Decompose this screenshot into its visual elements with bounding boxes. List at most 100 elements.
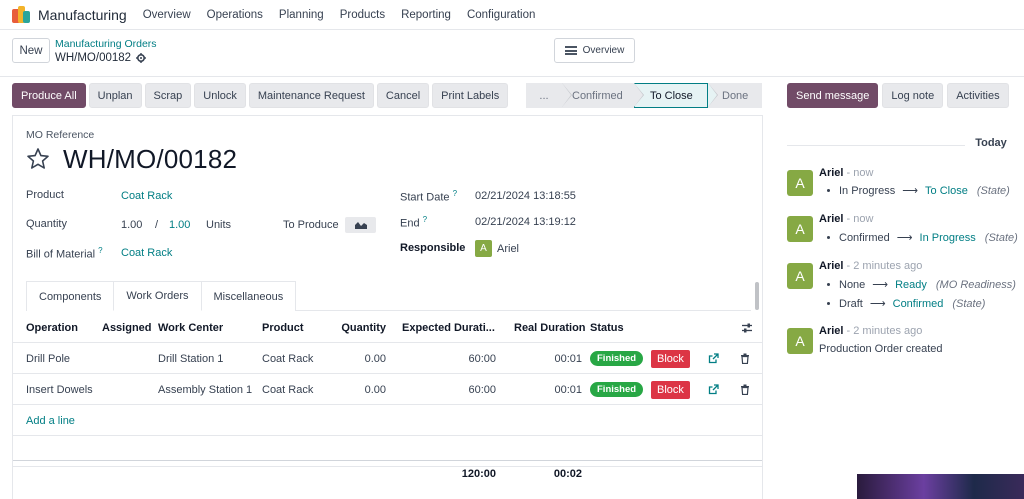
column-assigned[interactable]: Assigned [102, 321, 152, 334]
arrow-right-icon: ⟶ [872, 279, 889, 291]
table-row[interactable]: Insert Dowels Assembly Station 1 Coat Ra… [13, 374, 762, 405]
column-operation[interactable]: Operation [26, 321, 78, 334]
cell-expected-duration[interactable]: 60:00 [468, 352, 496, 365]
message-author: Ariel - 2 minutes ago [819, 325, 922, 337]
help-icon[interactable]: ? [98, 246, 103, 255]
manufacturing-app-icon[interactable] [12, 5, 30, 24]
overview-button[interactable]: Overview [554, 38, 635, 63]
cell-product[interactable]: Coat Rack [262, 352, 314, 365]
column-product[interactable]: Product [262, 321, 304, 334]
external-link-icon [708, 384, 719, 395]
gear-icon[interactable] [136, 53, 147, 63]
chatter-actions: Send message Log note Activities [787, 83, 1009, 108]
cell-work-center[interactable]: Drill Station 1 [158, 352, 224, 365]
quantity-label: Quantity [26, 218, 67, 230]
open-external-icon[interactable] [708, 374, 719, 405]
maintenance-request-button[interactable]: Maintenance Request [248, 83, 374, 108]
menu-overview[interactable]: Overview [142, 8, 191, 21]
cell-real-duration[interactable]: 00:01 [554, 383, 582, 396]
column-settings-icon[interactable] [741, 312, 753, 343]
tabs-divider [313, 310, 751, 311]
table-footer-divider [13, 460, 762, 461]
status-confirmed[interactable]: Confirmed [562, 83, 644, 108]
cell-quantity[interactable]: 0.00 [364, 352, 386, 365]
cell-quantity[interactable]: 0.00 [364, 383, 386, 396]
avatar[interactable]: A [787, 263, 813, 289]
column-real-duration[interactable]: Real Duration [514, 321, 586, 334]
quantity-total[interactable]: 1.00 [169, 219, 191, 231]
open-external-icon[interactable] [708, 343, 719, 374]
new-button[interactable]: New [12, 38, 50, 63]
scrollbar[interactable] [755, 282, 759, 310]
author-name[interactable]: Ariel [819, 260, 844, 272]
menu-planning[interactable]: Planning [278, 8, 324, 21]
tracking-value: Draft ⟶ Confirmed (State) [827, 297, 985, 310]
table-row[interactable]: Drill Pole Drill Station 1 Coat Rack 0.0… [13, 343, 762, 374]
cell-operation[interactable]: Insert Dowels [26, 383, 93, 396]
message-time: - 2 minutes ago [846, 325, 923, 337]
column-work-center[interactable]: Work Center [158, 321, 224, 334]
cell-real-duration[interactable]: 00:01 [554, 352, 582, 365]
menu-operations[interactable]: Operations [206, 8, 263, 21]
status-more[interactable]: ... [526, 83, 572, 108]
bom-label: Bill of Material ? [26, 246, 103, 261]
cell-product[interactable]: Coat Rack [262, 383, 314, 396]
forecast-chart-button[interactable] [345, 217, 376, 233]
activities-button[interactable]: Activities [947, 83, 1009, 108]
end-date-value[interactable]: 02/21/2024 13:19:12 [475, 216, 576, 228]
menu-reporting[interactable]: Reporting [401, 8, 451, 21]
app-name[interactable]: Manufacturing [38, 6, 127, 23]
tab-work-orders[interactable]: Work Orders [113, 281, 202, 311]
bom-label-text: Bill of Material [26, 248, 96, 261]
delete-row[interactable] [740, 343, 750, 374]
mo-name: WH/MO/00182 [63, 144, 238, 174]
avatar[interactable]: A [787, 170, 813, 196]
menu-products[interactable]: Products [339, 8, 386, 21]
quantity-produced[interactable]: 1.00 [121, 219, 143, 231]
cancel-button[interactable]: Cancel [376, 83, 430, 108]
new-value: To Close [925, 184, 968, 197]
separator-line [787, 145, 1017, 146]
start-date-value[interactable]: 02/21/2024 13:18:55 [475, 190, 576, 202]
scrap-button[interactable]: Scrap [144, 83, 192, 108]
produce-all-button[interactable]: Produce All [12, 83, 86, 108]
cell-operation[interactable]: Drill Pole [26, 352, 71, 365]
tab-components[interactable]: Components [26, 281, 115, 311]
work-orders-table: Operation Assigned Work Center Product Q… [13, 312, 762, 467]
message-body: Production Order created [819, 343, 943, 355]
column-status[interactable]: Status [590, 321, 624, 334]
author-name[interactable]: Ariel [819, 213, 844, 225]
delete-row[interactable] [740, 374, 750, 405]
send-message-button[interactable]: Send message [787, 83, 879, 108]
menu-configuration[interactable]: Configuration [466, 8, 536, 21]
product-value[interactable]: Coat Rack [121, 190, 173, 202]
column-quantity[interactable]: Quantity [341, 321, 386, 334]
help-icon[interactable]: ? [452, 189, 458, 198]
avatar[interactable]: A [787, 216, 813, 242]
log-note-button[interactable]: Log note [882, 83, 944, 108]
block-button[interactable]: Block [651, 349, 690, 368]
column-expected-duration[interactable]: Expected Durati... [402, 321, 495, 334]
responsible-value[interactable]: Ariel [497, 243, 520, 255]
star-icon[interactable] [26, 147, 50, 171]
author-name[interactable]: Ariel [819, 167, 844, 179]
help-icon[interactable]: ? [422, 215, 428, 224]
unlock-button[interactable]: Unlock [194, 83, 246, 108]
block-button[interactable]: Block [651, 380, 690, 399]
bom-value[interactable]: Coat Rack [121, 247, 173, 259]
avatar[interactable]: A [787, 328, 813, 354]
tab-miscellaneous[interactable]: Miscellaneous [200, 281, 297, 311]
author-name[interactable]: Ariel [819, 325, 844, 337]
overview-label: Overview [582, 45, 625, 56]
add-line-link[interactable]: Add a line [26, 414, 75, 427]
field-name: (State) [976, 184, 1010, 197]
print-labels-button[interactable]: Print Labels [432, 83, 509, 108]
cell-work-center[interactable]: Assembly Station 1 [158, 383, 253, 396]
cell-expected-duration[interactable]: 60:00 [468, 383, 496, 396]
breadcrumb-parent[interactable]: Manufacturing Orders [55, 38, 157, 50]
status-badge: Finished [590, 351, 644, 366]
avatar: A [475, 240, 492, 257]
unplan-button[interactable]: Unplan [88, 83, 142, 108]
divider [0, 76, 1024, 77]
status-to-close[interactable]: To Close [634, 83, 718, 108]
